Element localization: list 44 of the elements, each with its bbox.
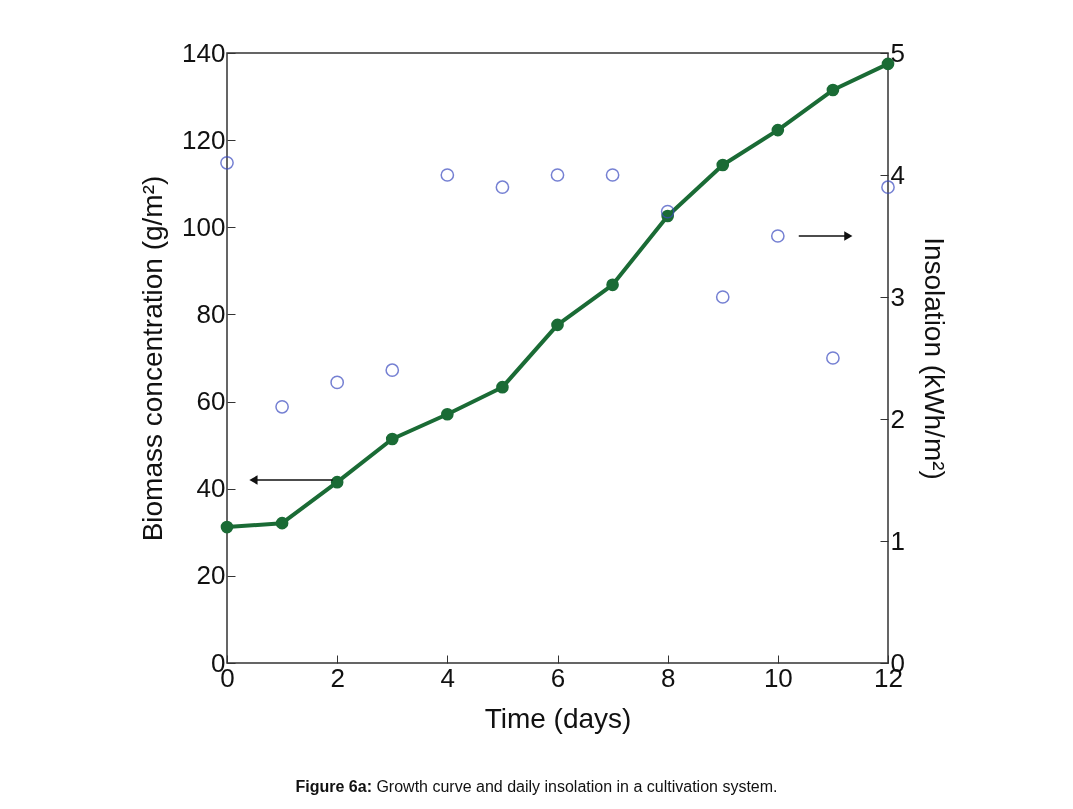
point xyxy=(550,168,565,182)
y2-tick-label: 1 xyxy=(890,525,905,556)
point xyxy=(275,516,289,530)
point xyxy=(385,363,400,378)
point xyxy=(716,158,730,172)
point xyxy=(495,180,510,195)
point xyxy=(441,407,454,421)
x-tick-label: 4 xyxy=(440,662,456,693)
point xyxy=(385,432,399,446)
y2-axis-title: Insolation (kWh/m²) xyxy=(918,237,950,480)
y-tick-label: 80 xyxy=(196,298,226,329)
point xyxy=(826,83,840,97)
x-tick-label: 2 xyxy=(330,662,345,693)
point xyxy=(220,520,234,534)
y-axis-title: Biomass concentration (g/m²) xyxy=(137,175,169,542)
point xyxy=(771,123,785,137)
x-tick-label: 10 xyxy=(763,662,793,693)
point xyxy=(220,155,234,170)
point xyxy=(330,375,345,390)
y-tick-label: 40 xyxy=(196,473,226,504)
point xyxy=(330,475,344,489)
y2-tick-label: 3 xyxy=(890,281,905,312)
y2-tick-label: 4 xyxy=(890,159,905,190)
caption: Figure 6a: Growth curve and daily insolation in a cultivation system. xyxy=(294,778,779,796)
y-tick-label: 140 xyxy=(182,37,226,68)
point xyxy=(660,204,675,219)
point xyxy=(496,380,509,394)
y2-tick-label: 5 xyxy=(890,37,905,68)
y-tick-label: 120 xyxy=(182,124,226,155)
y-tick-label: 100 xyxy=(182,211,226,242)
x-tick-label: 8 xyxy=(660,662,676,693)
point xyxy=(826,351,840,365)
point xyxy=(440,168,455,182)
point xyxy=(606,278,619,292)
point xyxy=(551,318,564,332)
y2-tick-label: 2 xyxy=(890,403,905,434)
x-tick-label: 6 xyxy=(550,662,566,693)
y-tick-label: 20 xyxy=(196,560,226,591)
y-tick-label: 60 xyxy=(196,386,226,417)
point xyxy=(770,229,785,243)
point xyxy=(275,399,289,414)
point xyxy=(605,168,620,182)
point xyxy=(715,290,730,304)
x-axis-title: Time (days) xyxy=(484,702,632,734)
